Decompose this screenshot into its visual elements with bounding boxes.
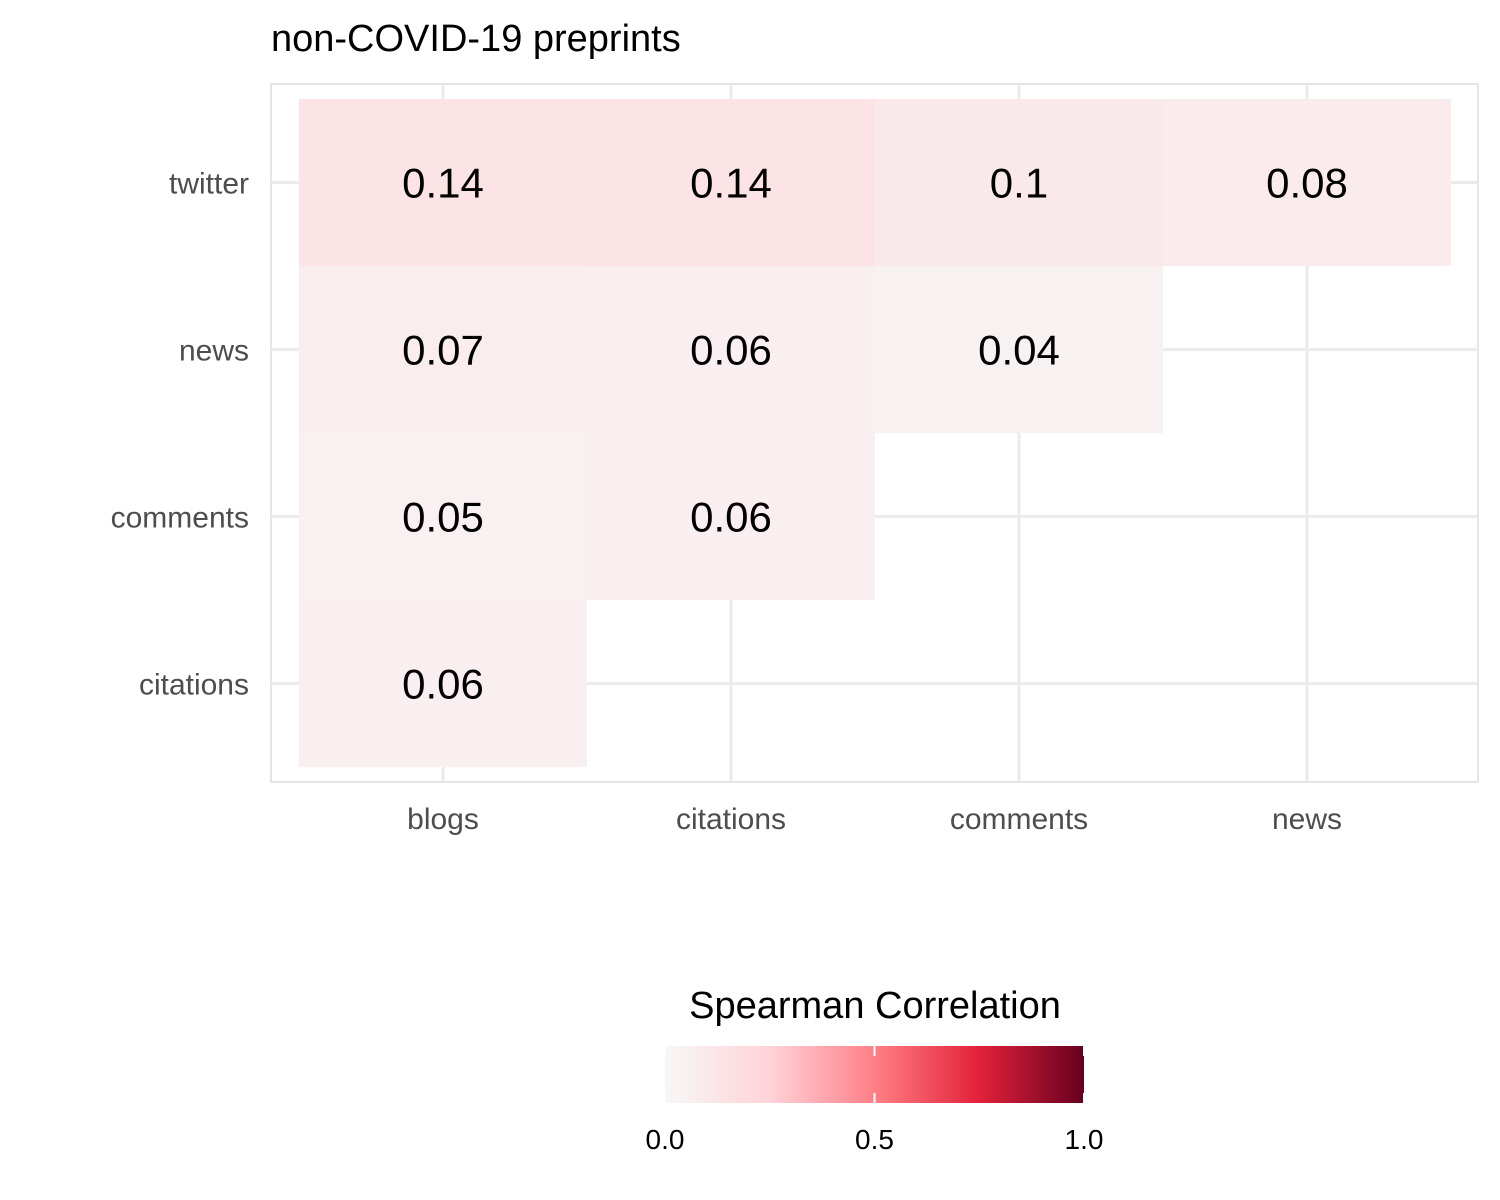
heatmap-cell [875,99,1163,266]
x-axis-tick-label: news [1272,803,1342,836]
heatmap-cell [1163,99,1451,266]
cell-value-label: 0.04 [978,327,1060,374]
cell-value-label: 0.06 [690,494,772,541]
cell-value-label: 0.07 [402,327,484,374]
heatmap-cell [299,266,587,433]
heatmap-cell [587,99,875,266]
heatmap-cell [299,99,587,266]
x-axis: blogs citations comments news [407,768,1342,836]
x-axis-tick-label: citations [676,803,786,836]
plot-panel: 0.14 0.14 0.1 0.08 0.07 0.06 0.04 0.05 0.06 0.06 [270,83,1479,783]
y-axis-tick-label: citations [139,669,249,702]
heatmap-cell [587,433,875,600]
heatmap-cell [587,266,875,433]
heatmap-cell [875,266,1163,433]
x-axis-tick-label: blogs [407,803,479,836]
cell-value-label: 0.14 [402,160,484,207]
y-axis-tick-label: twitter [169,168,249,201]
y-axis-tick-label: news [179,335,249,368]
chart-title: non-COVID-19 preprints [271,18,681,60]
cell-value-label: 0.05 [402,494,484,541]
y-axis-tick-label: comments [111,502,249,535]
legend-tick-label: 0.5 [855,1124,894,1155]
cell-value-label: 0.06 [402,661,484,708]
legend-title: Spearman Correlation [689,985,1061,1027]
cell-value-label: 0.1 [990,160,1048,207]
cell-value-label: 0.14 [690,160,772,207]
cell-value-label: 0.06 [690,327,772,374]
legend-tick-label: 1.0 [1065,1124,1104,1155]
legend-ticks: 0.0 0.5 1.0 [646,1046,1104,1155]
y-axis: twitter news comments citations [111,168,249,702]
cell-value-label: 0.08 [1266,160,1348,207]
x-axis-tick-label: comments [950,803,1088,836]
heatmap-cell-labels: 0.14 0.14 0.1 0.08 0.07 0.06 0.04 0.05 0.06 0.06 [402,160,1348,708]
heatmap-cell [299,600,587,767]
heatmap-cell [299,433,587,600]
legend: Spearman Correlation 0.0 0.5 1.0 [646,985,1104,1155]
heatmap-cells [299,99,1451,767]
legend-tick-label: 0.0 [646,1124,685,1155]
